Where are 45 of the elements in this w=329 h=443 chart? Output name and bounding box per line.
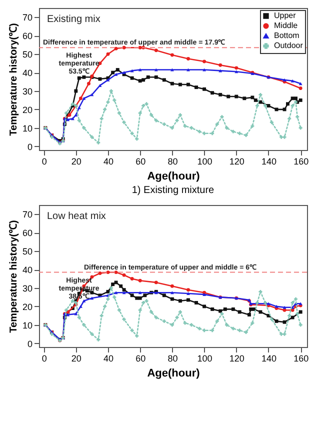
- x-axis-title: Age(hour): [147, 368, 200, 380]
- legend-label: Upper: [274, 11, 296, 20]
- y-tick-label: 40: [22, 68, 32, 78]
- y-tick-label: 40: [22, 265, 32, 276]
- y-tick-label: 50: [22, 246, 32, 257]
- x-tick-label: 160: [294, 354, 309, 364]
- text: Existing mix: [47, 14, 100, 25]
- y-tick-label: 20: [22, 302, 32, 312]
- x-tick-label: 40: [104, 156, 114, 166]
- text: 1) Existing mixture: [132, 185, 215, 196]
- y-tick-label: 0: [27, 338, 32, 349]
- legend-label: Bottom: [274, 31, 300, 40]
- y-tick-label: 20: [22, 104, 32, 115]
- x-tick-label: 120: [229, 354, 244, 364]
- x-tick-label: 20: [71, 354, 82, 364]
- x-tick-label: 80: [168, 354, 178, 364]
- y-tick-label: 70: [22, 210, 32, 220]
- x-tick-label: 0: [42, 156, 47, 166]
- y-tick-label: 10: [22, 123, 32, 134]
- x-tick-label: 160: [294, 156, 309, 166]
- y-tick-label: 10: [22, 320, 32, 330]
- x-tick-label: 80: [168, 156, 178, 166]
- x-tick-label: 60: [136, 354, 146, 364]
- text: Low heat mix: [47, 211, 106, 222]
- y-tick-label: 60: [22, 31, 32, 42]
- x-tick-label: 40: [104, 354, 114, 364]
- x-tick-label: 60: [136, 156, 146, 166]
- y-axis-title: Temperature history(℃): [8, 23, 20, 136]
- x-tick-label: 100: [197, 156, 212, 166]
- y-tick-label: 0: [27, 142, 32, 152]
- x-tick-label: 20: [71, 156, 82, 166]
- y-tick-label: 30: [22, 283, 32, 294]
- y-tick-label: 50: [22, 50, 32, 60]
- y-axis-title: Temperature history(℃): [8, 220, 20, 333]
- legend-label: Outdoor: [274, 41, 304, 50]
- x-tick-label: 140: [261, 354, 276, 364]
- y-tick-label: 30: [22, 86, 32, 96]
- x-tick-label: 0: [42, 354, 47, 364]
- y-tick-label: 70: [22, 12, 32, 23]
- x-tick-label: 140: [261, 156, 276, 166]
- y-tick-label: 60: [22, 228, 32, 238]
- x-tick-label: 100: [197, 354, 212, 364]
- x-axis-title: Age(hour): [147, 170, 200, 182]
- x-tick-label: 120: [229, 156, 244, 166]
- legend-label: Middle: [274, 21, 298, 30]
